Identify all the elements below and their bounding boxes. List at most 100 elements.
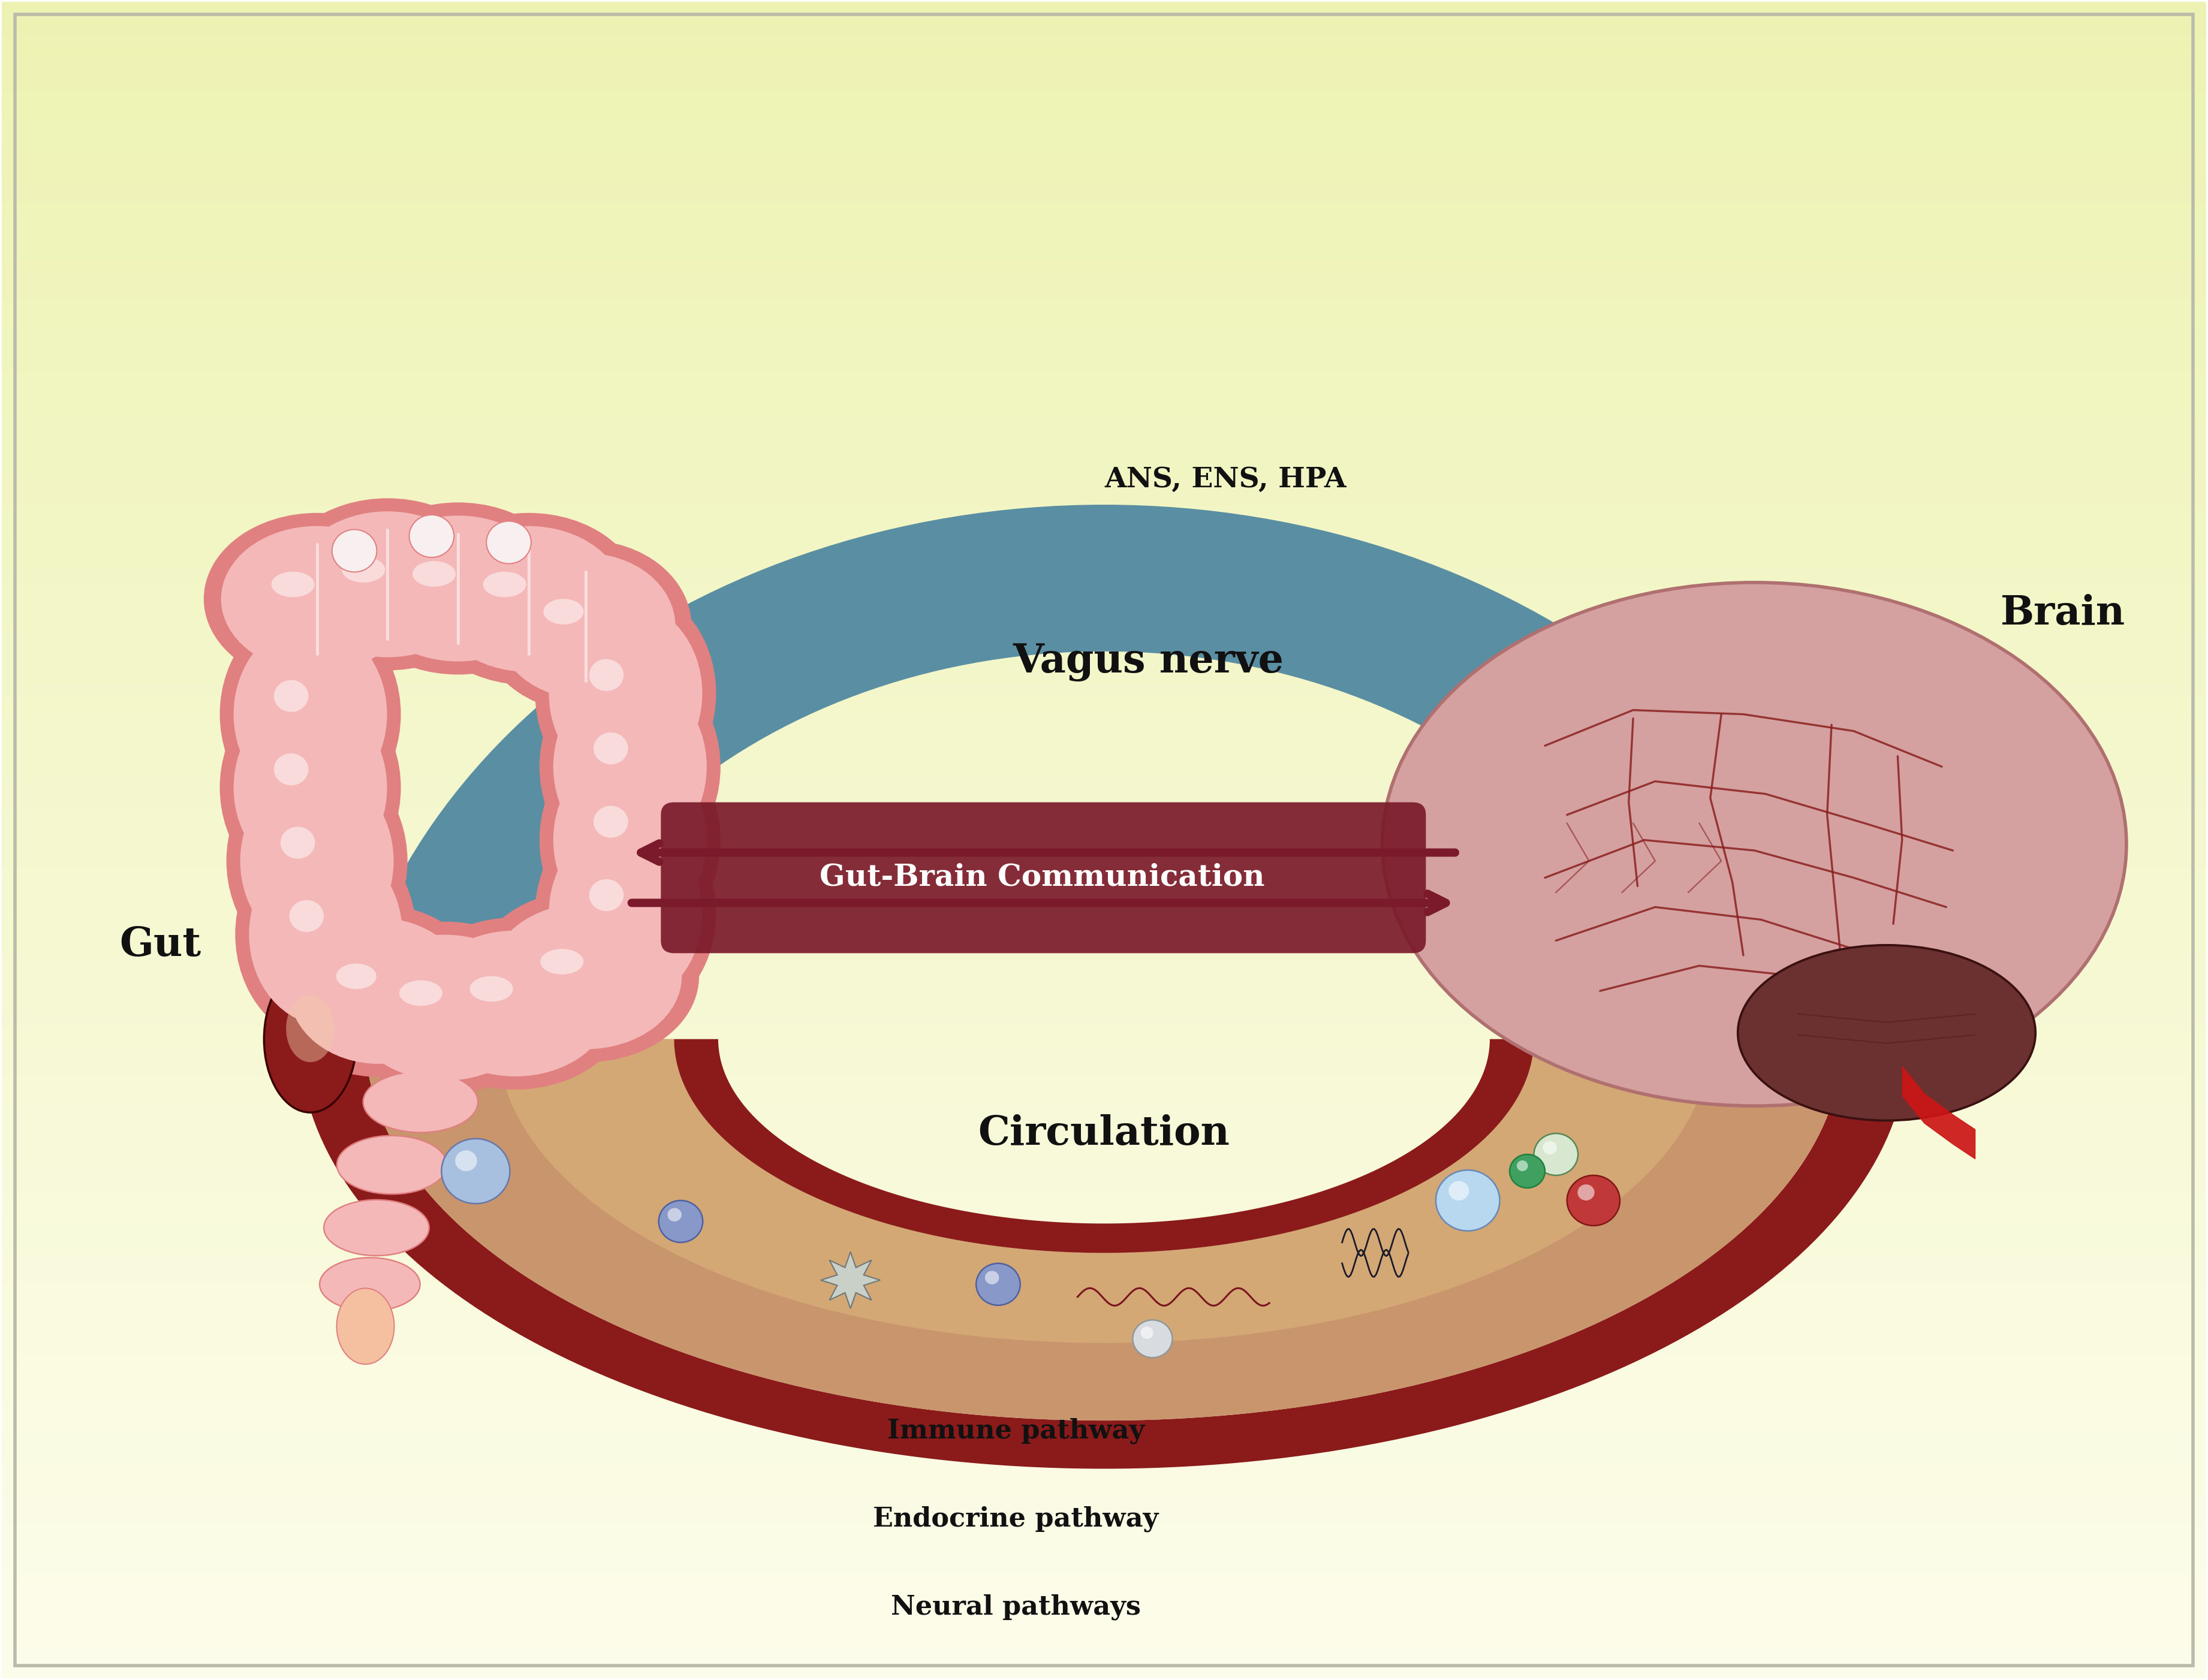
- Bar: [2, 245, 2206, 254]
- Bar: [2, 1062, 2206, 1068]
- Bar: [2, 106, 2206, 114]
- Ellipse shape: [1872, 995, 1921, 1062]
- Bar: [2, 156, 2206, 163]
- Bar: [2, 207, 2206, 213]
- Bar: [2, 978, 2206, 984]
- Bar: [2, 1023, 2206, 1030]
- Ellipse shape: [375, 1001, 497, 1065]
- Ellipse shape: [433, 526, 625, 672]
- Bar: [2, 507, 2206, 516]
- Bar: [2, 822, 2206, 828]
- Ellipse shape: [1738, 946, 2036, 1121]
- Ellipse shape: [250, 843, 402, 1025]
- Bar: [2, 1425, 2206, 1433]
- Ellipse shape: [362, 516, 554, 662]
- Bar: [2, 524, 2206, 533]
- Bar: [2, 1576, 2206, 1583]
- Circle shape: [1448, 1181, 1468, 1201]
- Bar: [2, 301, 2206, 309]
- Polygon shape: [300, 1040, 1908, 1468]
- Bar: [2, 1122, 2206, 1131]
- Bar: [2, 50, 2206, 57]
- Bar: [2, 932, 2206, 941]
- Bar: [2, 435, 2206, 444]
- Bar: [2, 899, 2206, 907]
- Polygon shape: [673, 1040, 1535, 1253]
- Bar: [2, 865, 2206, 874]
- Bar: [2, 1620, 2206, 1628]
- FancyBboxPatch shape: [660, 803, 1426, 953]
- Polygon shape: [336, 504, 1872, 1095]
- Bar: [2, 793, 2206, 801]
- Bar: [2, 990, 2206, 996]
- Bar: [2, 1336, 2206, 1342]
- Bar: [2, 358, 2206, 365]
- Bar: [2, 906, 2206, 912]
- Bar: [2, 497, 2206, 504]
- Circle shape: [976, 1263, 1020, 1305]
- Bar: [2, 944, 2206, 953]
- Bar: [2, 620, 2206, 628]
- Bar: [2, 1006, 2206, 1013]
- Bar: [2, 212, 2206, 220]
- Bar: [2, 1420, 2206, 1426]
- Ellipse shape: [272, 571, 314, 596]
- Bar: [2, 586, 2206, 595]
- Bar: [2, 5, 2206, 13]
- Bar: [2, 882, 2206, 890]
- Bar: [2, 1670, 2206, 1678]
- Bar: [2, 1331, 2206, 1337]
- Bar: [2, 1146, 2206, 1152]
- Ellipse shape: [291, 511, 484, 657]
- Bar: [2, 334, 2206, 343]
- Bar: [2, 1040, 2206, 1047]
- Bar: [2, 341, 2206, 348]
- Bar: [2, 855, 2206, 862]
- Ellipse shape: [342, 558, 384, 583]
- Bar: [2, 1314, 2206, 1320]
- Polygon shape: [497, 1040, 1711, 1342]
- Bar: [2, 632, 2206, 638]
- Ellipse shape: [265, 966, 358, 1112]
- Ellipse shape: [473, 890, 700, 1062]
- Ellipse shape: [402, 917, 629, 1090]
- Text: Vagus nerve: Vagus nerve: [1013, 642, 1283, 682]
- Bar: [2, 34, 2206, 40]
- Ellipse shape: [554, 675, 707, 858]
- Bar: [2, 380, 2206, 388]
- Bar: [2, 721, 2206, 727]
- Bar: [2, 1201, 2206, 1210]
- Bar: [2, 161, 2206, 170]
- Bar: [2, 262, 2206, 270]
- Bar: [2, 234, 2206, 242]
- Ellipse shape: [344, 502, 572, 675]
- Bar: [2, 240, 2206, 247]
- Polygon shape: [821, 1252, 881, 1309]
- Circle shape: [1510, 1154, 1546, 1188]
- Bar: [2, 843, 2206, 852]
- Ellipse shape: [336, 964, 375, 990]
- Bar: [2, 1391, 2206, 1399]
- Bar: [2, 848, 2206, 857]
- Ellipse shape: [203, 512, 431, 685]
- Bar: [2, 766, 2206, 773]
- Ellipse shape: [274, 499, 501, 670]
- Bar: [2, 1163, 2206, 1169]
- Bar: [2, 151, 2206, 158]
- Ellipse shape: [534, 806, 715, 1021]
- Bar: [2, 267, 2206, 276]
- Bar: [2, 860, 2206, 869]
- Bar: [2, 123, 2206, 131]
- Ellipse shape: [400, 981, 442, 1006]
- Circle shape: [455, 1151, 477, 1171]
- Bar: [2, 1263, 2206, 1270]
- Bar: [2, 1430, 2206, 1438]
- Bar: [2, 927, 2206, 936]
- Bar: [2, 654, 2206, 662]
- Ellipse shape: [554, 749, 707, 931]
- Bar: [2, 1593, 2206, 1599]
- Ellipse shape: [325, 1200, 428, 1255]
- Bar: [2, 939, 2206, 946]
- Ellipse shape: [1382, 583, 2126, 1105]
- Ellipse shape: [539, 659, 720, 874]
